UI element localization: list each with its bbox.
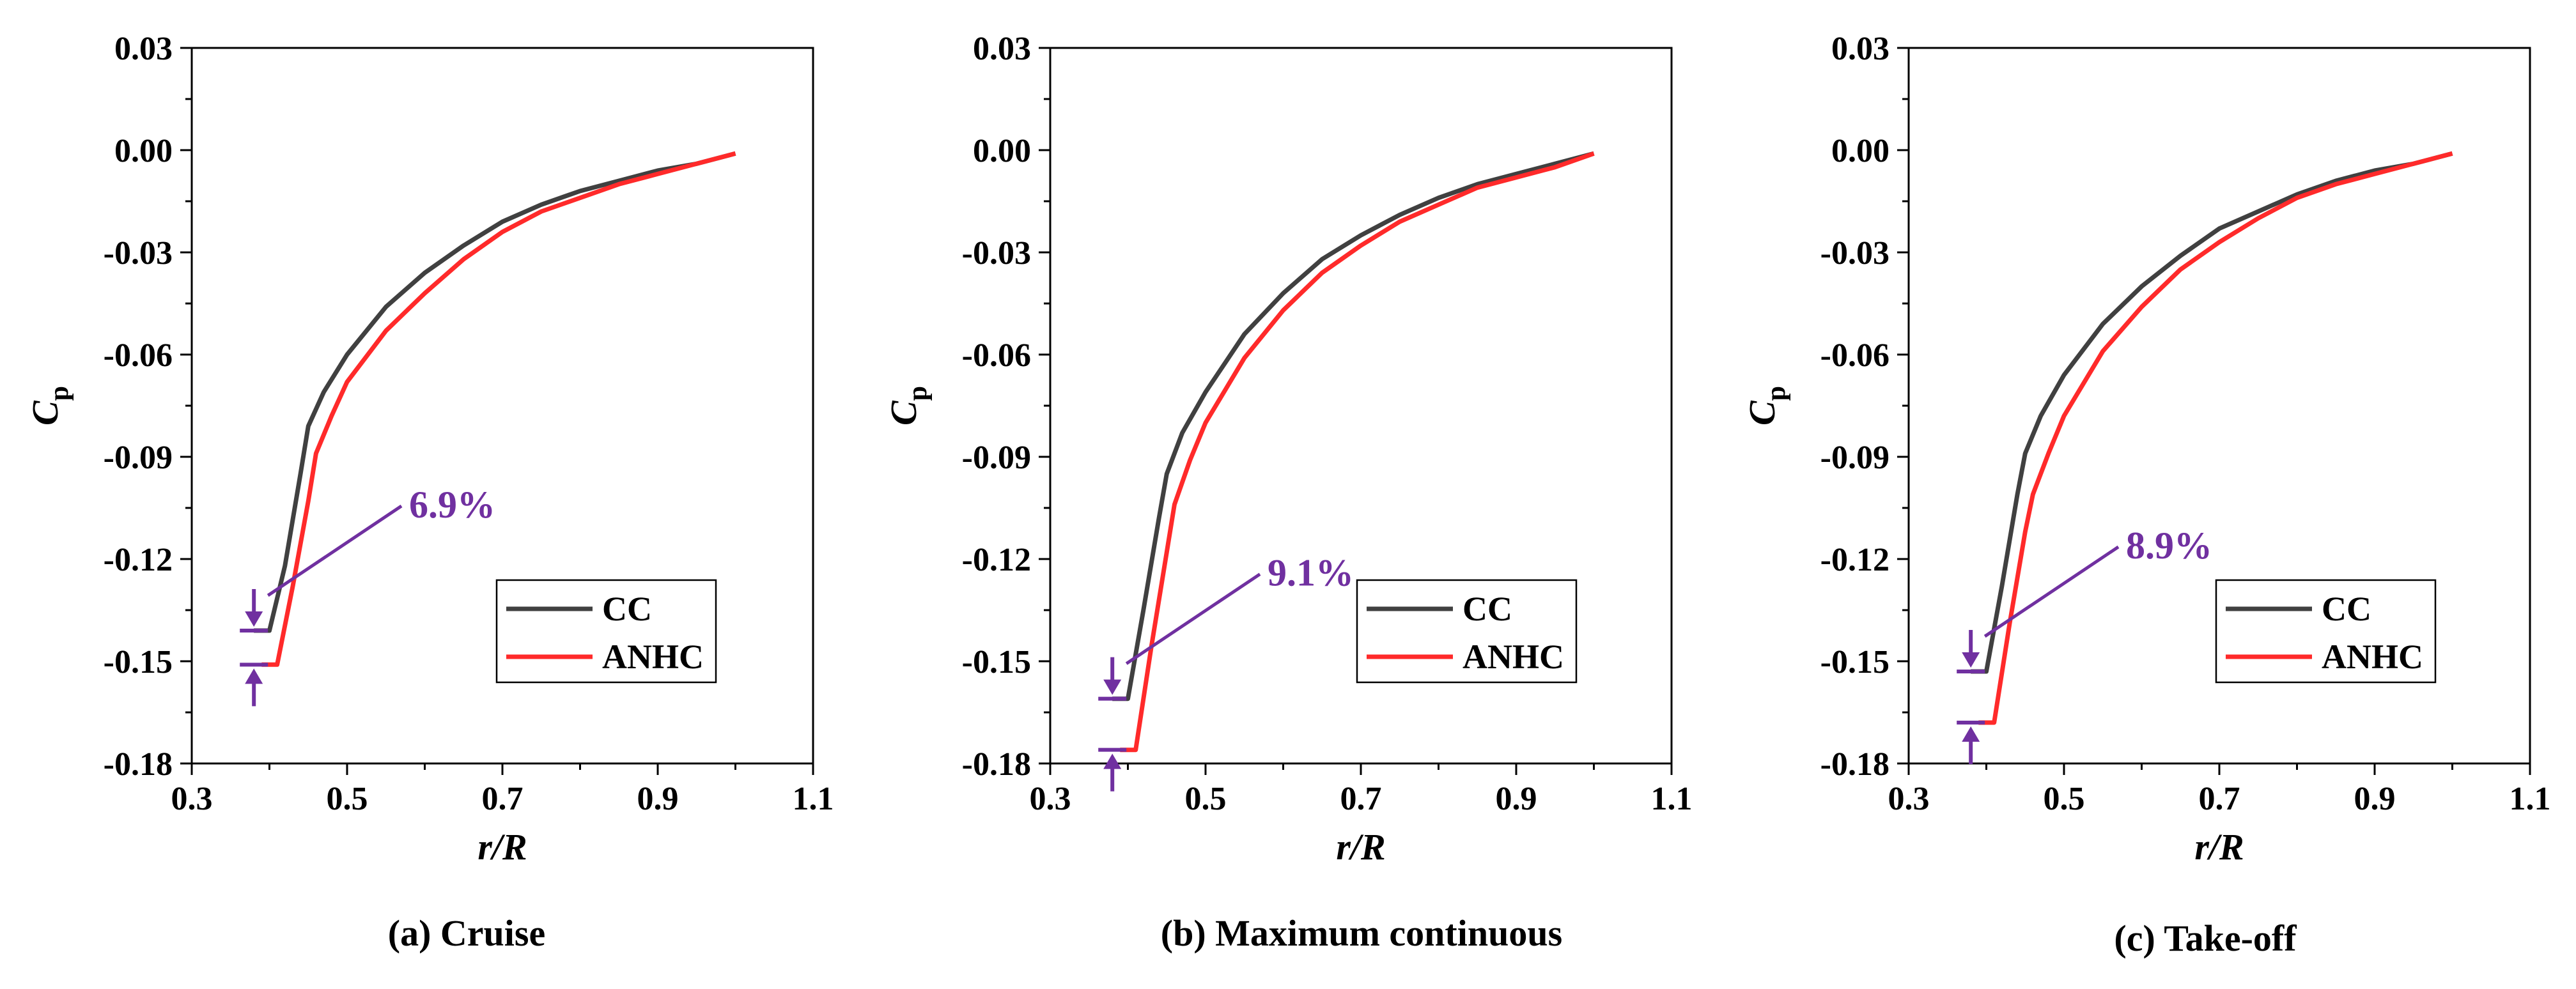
legend-box xyxy=(495,579,717,684)
y-tick-label: 0.00 xyxy=(973,133,1031,169)
y-tick-label: -0.15 xyxy=(104,644,173,680)
y-tick-label: 0.03 xyxy=(114,31,173,67)
annotation-arrow-down-icon xyxy=(1962,652,1980,668)
legend-label-anhc: ANHC xyxy=(602,638,704,676)
x-tick-label: 0.9 xyxy=(1496,781,1537,817)
y-tick-label: -0.15 xyxy=(962,644,1031,680)
panel-caption: (b) Maximum continuous xyxy=(1161,912,1562,954)
y-tick-label: -0.03 xyxy=(104,235,173,272)
x-tick-label: 0.5 xyxy=(327,781,368,817)
annotation-arrow-up-icon xyxy=(1962,726,1980,742)
y-axis-title-sub: p xyxy=(903,386,933,401)
annotation-label: 6.9% xyxy=(409,484,495,526)
y-tick-label: -0.03 xyxy=(1820,235,1889,272)
y-tick-label: -0.06 xyxy=(1820,337,1889,374)
y-axis-title-main: C xyxy=(24,400,66,425)
x-tick-label: 1.1 xyxy=(1651,781,1693,817)
y-tick-label: -0.12 xyxy=(1820,542,1889,578)
x-tick-label: 1.1 xyxy=(793,781,834,817)
x-tick-label: 0.3 xyxy=(1030,781,1071,817)
y-tick-label: -0.09 xyxy=(962,440,1031,476)
y-tick-label: -0.03 xyxy=(962,235,1031,272)
x-tick-label: 0.9 xyxy=(637,781,679,817)
legend-label-cc: CC xyxy=(602,590,652,628)
x-tick-label: 0.7 xyxy=(2199,781,2240,817)
annotation-label: 8.9% xyxy=(2126,525,2212,567)
annotation-leader-line xyxy=(1983,545,2120,638)
chart-panel-1: 0.3 0.5 0.7 0.9 1.1 0.03 0.00 -0.03 -0.06 -0.09 -0… xyxy=(24,31,834,954)
x-tick-label: 0.9 xyxy=(2354,781,2396,817)
annotation-arrow-up-icon xyxy=(245,668,263,684)
x-tick-label: 1.1 xyxy=(2510,781,2551,817)
y-axis-title: Cp xyxy=(1741,386,1791,425)
x-axis-title: r/R xyxy=(1336,826,1385,868)
x-tick-label: 0.3 xyxy=(1888,781,1930,817)
legend-label-cc: CC xyxy=(1463,590,1512,628)
y-axis-title-main: C xyxy=(1741,400,1783,425)
y-tick-label: -0.06 xyxy=(962,337,1031,374)
y-tick-label: -0.12 xyxy=(104,542,173,578)
y-axis-title-sub: p xyxy=(45,386,74,401)
series-line-cc xyxy=(1112,151,1595,702)
annotation-arrow-down-icon xyxy=(245,611,263,627)
chart-panel-3: 0.3 0.5 0.7 0.9 1.1 0.03 0.00 -0.03 -0.06 -0.09 -0… xyxy=(1741,31,2551,959)
panel-caption: (a) Cruise xyxy=(388,912,545,954)
annotation-label: 9.1% xyxy=(1268,552,1354,594)
y-tick-label: 0.03 xyxy=(1831,31,1889,67)
y-tick-label: -0.09 xyxy=(1820,440,1889,476)
legend-box xyxy=(2215,579,2437,684)
x-tick-label: 0.7 xyxy=(482,781,524,817)
x-tick-label: 0.3 xyxy=(171,781,213,817)
y-tick-label: -0.06 xyxy=(104,337,173,374)
y-tick-label: 0.00 xyxy=(114,133,173,169)
y-axis-title: Cp xyxy=(883,386,933,425)
y-axis-title-sub: p xyxy=(1762,386,1791,401)
y-tick-label: -0.18 xyxy=(962,746,1031,783)
x-axis-title: r/R xyxy=(477,826,527,868)
series-line-anhc xyxy=(1120,151,1595,753)
series-line-cc xyxy=(1971,151,2453,674)
annotation-leader-line xyxy=(267,504,403,597)
annotation-arrow-down-icon xyxy=(1103,679,1122,695)
y-tick-label: -0.12 xyxy=(962,542,1031,578)
legend-box xyxy=(1356,579,1578,684)
legend-label-cc: CC xyxy=(2322,590,2371,628)
legend-label-anhc: ANHC xyxy=(2322,638,2423,676)
chart-panel-2: 0.3 0.5 0.7 0.9 1.1 0.03 0.00 -0.03 -0.06 -0.09 -0… xyxy=(883,31,1693,954)
y-tick-label: -0.18 xyxy=(104,746,173,783)
y-axis-title-main: C xyxy=(883,400,924,425)
series-line-anhc xyxy=(1978,151,2453,725)
y-tick-label: -0.09 xyxy=(104,440,173,476)
x-tick-label: 0.7 xyxy=(1340,781,1382,817)
x-tick-label: 0.5 xyxy=(2044,781,2085,817)
series-line-cc xyxy=(254,151,736,633)
annotation-arrow-up-icon xyxy=(1103,753,1122,769)
y-tick-label: 0.03 xyxy=(973,31,1031,67)
x-tick-label: 0.5 xyxy=(1185,781,1227,817)
series-line-anhc xyxy=(261,151,736,667)
panel-caption: (c) Take-off xyxy=(2114,917,2297,959)
y-axis-title: Cp xyxy=(24,386,74,425)
x-axis-title: r/R xyxy=(2194,826,2244,868)
annotation-leader-line xyxy=(1125,572,1261,665)
y-tick-label: -0.18 xyxy=(1820,746,1889,783)
y-tick-label: -0.15 xyxy=(1820,644,1889,680)
y-tick-label: 0.00 xyxy=(1831,133,1889,169)
legend-label-anhc: ANHC xyxy=(1463,638,1564,676)
